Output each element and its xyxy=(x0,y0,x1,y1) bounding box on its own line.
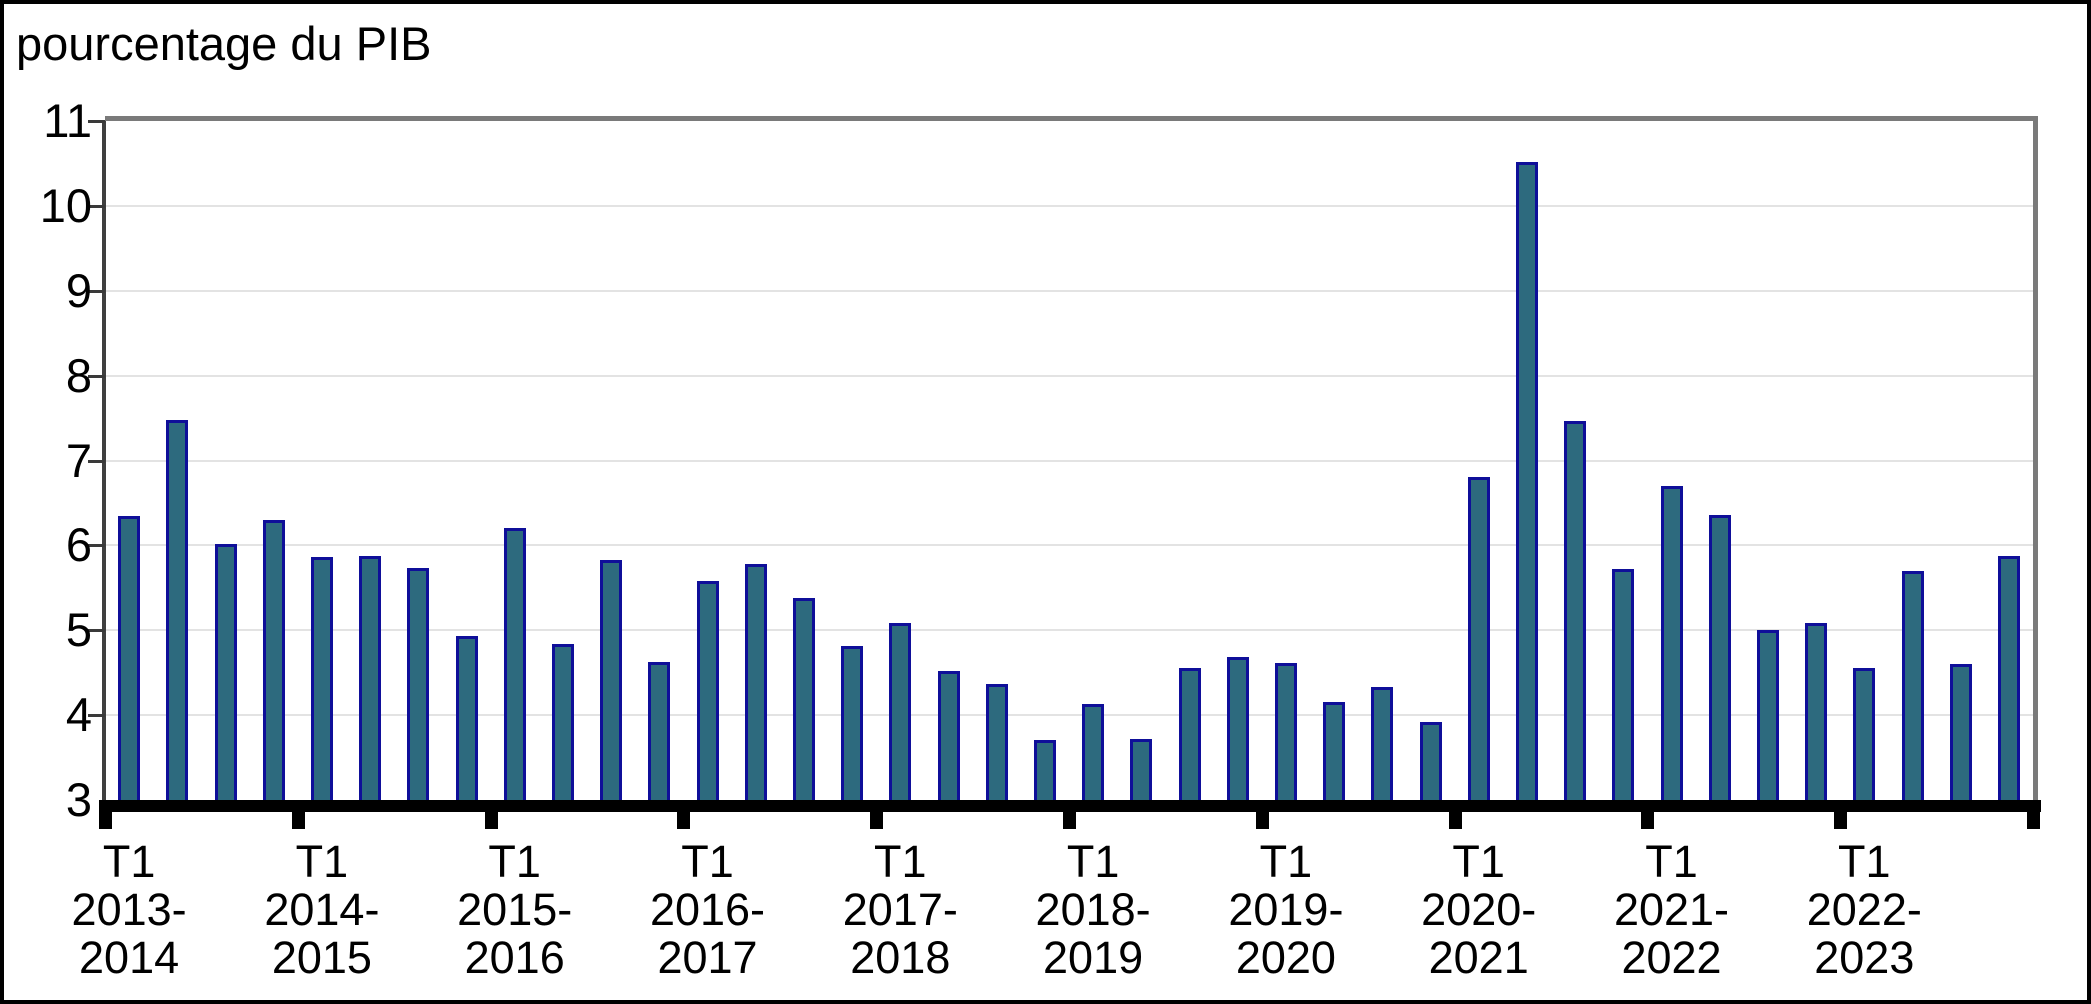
bar-q2-2021-2022 xyxy=(1708,515,1731,800)
gridline-9 xyxy=(105,289,2033,292)
bar-q1-2016-2017 xyxy=(696,581,719,800)
chart-title: pourcentage du PIB xyxy=(16,17,432,70)
bar-q2-2014-2015 xyxy=(359,556,382,800)
bar-q4-2018-2019 xyxy=(1226,657,1249,800)
bar-q2-2018-2019 xyxy=(1130,739,1153,800)
bar-q3-2019-2020 xyxy=(1371,687,1394,800)
bar-q1-2021-2022 xyxy=(1660,486,1683,800)
bar-q1-2015-2016 xyxy=(503,528,526,800)
y-tick-5 xyxy=(88,629,105,633)
y-tick-11 xyxy=(88,120,105,123)
bar-q2-2016-2017 xyxy=(744,564,767,800)
bar-q3-2018-2019 xyxy=(1178,668,1201,800)
bar-q2-2022-2023 xyxy=(1901,571,1924,800)
y-tick-8 xyxy=(88,374,105,378)
y-tick-label-8: 8 xyxy=(65,348,92,402)
bar-q1-2022-2023 xyxy=(1853,668,1876,800)
y-tick-9 xyxy=(88,289,105,293)
x-axis-notch-9 xyxy=(1834,800,1848,829)
gridline-6 xyxy=(105,544,2033,547)
y-tick-label-10: 10 xyxy=(39,178,92,232)
x-axis-label-2021-2022: T1 2021- 2022 xyxy=(1613,836,1730,983)
bar-q2-2013-2014 xyxy=(166,420,189,800)
bar-q3-2021-2022 xyxy=(1756,630,1779,800)
y-tick-4 xyxy=(88,714,105,718)
gridline-7 xyxy=(105,459,2033,462)
y-tick-label-6: 6 xyxy=(65,518,92,572)
plot-area xyxy=(105,116,2038,800)
x-axis-label-2015-2016: T1 2015- 2016 xyxy=(457,836,573,983)
bar-q4-2022-2023 xyxy=(1997,556,2020,800)
x-axis-notch-2 xyxy=(484,800,498,829)
gridline-5 xyxy=(105,629,2033,632)
bar-q3-2015-2016 xyxy=(600,560,623,800)
y-tick-10 xyxy=(88,204,105,208)
x-axis-notch-7 xyxy=(1448,800,1462,829)
bar-q4-2016-2017 xyxy=(841,646,864,800)
bar-q4-2015-2016 xyxy=(648,662,671,800)
bar-q2-2020-2021 xyxy=(1515,162,1538,800)
x-axis-notch-5 xyxy=(1063,800,1076,829)
bar-q2-2017-2018 xyxy=(937,671,960,800)
y-tick-label-3: 3 xyxy=(65,773,92,826)
x-axis-notch-3 xyxy=(677,800,691,829)
bar-q1-2014-2015 xyxy=(310,557,333,800)
bar-q1-2020-2021 xyxy=(1467,477,1490,800)
y-tick-label-7: 7 xyxy=(65,433,92,487)
bar-q1-2017-2018 xyxy=(889,623,912,800)
x-axis-notch-1 xyxy=(291,800,305,829)
y-tick-7 xyxy=(88,459,105,463)
x-axis-label-2014-2015: T1 2014- 2015 xyxy=(264,836,380,983)
x-axis-label-2020-2021: T1 2020- 2021 xyxy=(1421,836,1537,983)
bar-q1-2013-2014 xyxy=(118,516,141,800)
bar-q4-2013-2014 xyxy=(262,520,285,800)
bar-q4-2019-2020 xyxy=(1419,722,1442,800)
gridline-8 xyxy=(105,374,2033,377)
bar-q4-2014-2015 xyxy=(455,636,478,800)
x-axis-notch-10 xyxy=(2027,800,2040,829)
x-axis-label-2013-2014: T1 2013- 2014 xyxy=(71,836,187,983)
gridline-10 xyxy=(105,204,2033,207)
bar-q4-2020-2021 xyxy=(1612,569,1635,800)
y-tick-6 xyxy=(88,544,105,548)
bar-q2-2019-2020 xyxy=(1323,702,1346,800)
bar-q3-2014-2015 xyxy=(407,568,430,800)
x-axis-notch-8 xyxy=(1641,800,1655,829)
bar-q2-2015-2016 xyxy=(551,644,574,800)
bar-q3-2022-2023 xyxy=(1949,664,1972,800)
gridline-4 xyxy=(105,714,2033,717)
y-tick-label-9: 9 xyxy=(65,263,92,317)
y-tick-label-11: 11 xyxy=(43,94,92,147)
x-axis-notch-4 xyxy=(870,800,884,829)
y-tick-label-4: 4 xyxy=(65,688,92,742)
x-axis-notch-6 xyxy=(1255,800,1269,829)
bar-q3-2016-2017 xyxy=(792,598,815,800)
bar-q3-2020-2021 xyxy=(1564,421,1587,800)
bar-q4-2017-2018 xyxy=(1033,740,1056,800)
x-axis-label-2017-2018: T1 2017- 2018 xyxy=(842,836,958,983)
x-axis-notch-0 xyxy=(99,800,112,829)
bar-q1-2018-2019 xyxy=(1082,704,1105,800)
y-tick-label-5: 5 xyxy=(65,603,92,657)
bar-q3-2017-2018 xyxy=(985,684,1008,800)
bar-q1-2019-2020 xyxy=(1274,663,1297,800)
bar-q4-2021-2022 xyxy=(1805,623,1828,800)
x-axis-label-2019-2020: T1 2019- 2020 xyxy=(1228,836,1344,983)
x-axis-label-2018-2019: T1 2018- 2019 xyxy=(1035,836,1151,983)
x-axis-label-2016-2017: T1 2016- 2017 xyxy=(649,836,766,983)
x-axis-label-2022-2023: T1 2022- 2023 xyxy=(1806,836,1922,983)
bar-q3-2013-2014 xyxy=(214,544,237,800)
